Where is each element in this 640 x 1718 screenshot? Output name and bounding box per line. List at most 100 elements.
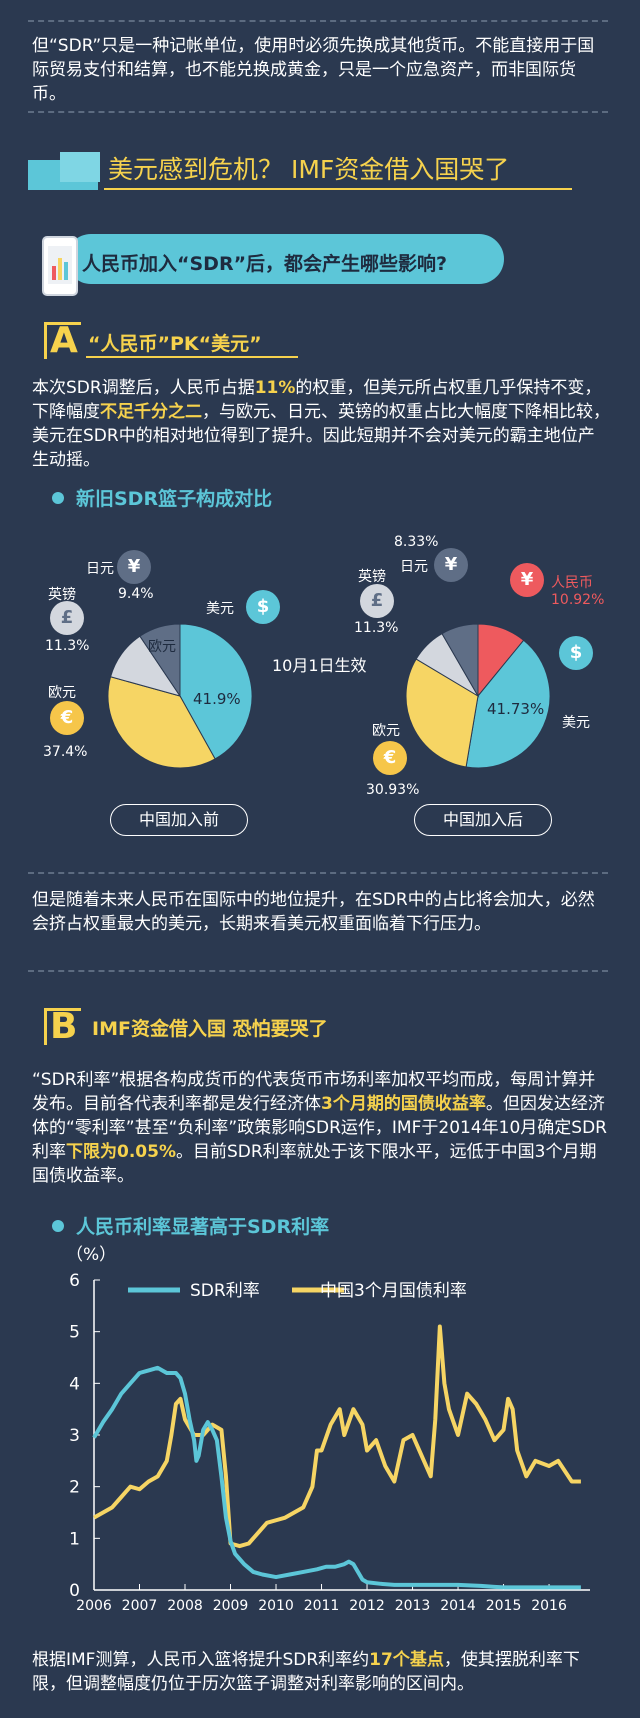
question-pill <box>66 234 504 284</box>
x-tick-label: 2007 <box>122 1598 158 1610</box>
part-a-paragraph-2: 但是随着未来人民币在国际中的地位提升，在SDR中的占比将会加大，必然会挤占权重最… <box>32 890 595 934</box>
value-jpy-after: 8.33% <box>394 534 439 550</box>
dollar-icon-after: $ <box>559 636 593 670</box>
label-jpy-before: 日元 <box>86 561 114 577</box>
pie-slice-4 <box>441 623 479 698</box>
x-tick-label: 2014 <box>440 1598 476 1610</box>
euro-icon-after: € <box>373 741 407 775</box>
value-eur-after: 30.93% <box>366 782 420 798</box>
phone-icon <box>42 236 78 296</box>
x-tick-label: 2006 <box>76 1598 112 1610</box>
part-b-paragraph: “SDR利率”根据各构成货币的代表货币市场利率加权平均而成，每周计算并发布。目前… <box>32 1068 610 1188</box>
part-a-paragraph: 本次SDR调整后，人民币占据11%的权重，但美元所占权重几乎保持不变，下降幅度不… <box>32 376 610 472</box>
section-title: 美元感到危机？ IMF资金借入国哭了 <box>108 155 510 184</box>
y-axis-unit: （%） <box>66 1245 116 1265</box>
part-b-text-5: ，使其摆脱利率下限，但调整幅度仍位于历次篮子调整对利率影响的区间内。 <box>32 1650 580 1694</box>
pound-icon: £ <box>50 601 84 635</box>
divider-a-2 <box>28 970 608 972</box>
x-tick-label: 2016 <box>531 1598 567 1610</box>
arrow-label: 10月1日生效 <box>272 656 367 675</box>
letter-a-box <box>44 322 81 359</box>
part-a-text-3: ，与欧元、日元、英镑的权重占比大幅度下降相比较，美元在SDR中的相对地位得到了提… <box>32 402 610 470</box>
pie-before-value-usd: 41.9% <box>193 690 241 708</box>
x-tick-label: 2010 <box>258 1598 294 1610</box>
pie-after <box>405 623 551 769</box>
value-gbp-before: 11.3% <box>45 638 90 654</box>
x-tick-label: 2012 <box>349 1598 385 1610</box>
x-tick-label: 2013 <box>395 1598 431 1610</box>
label-gbp-before: 英镑 <box>48 587 76 603</box>
divider-a-1 <box>28 872 608 874</box>
caption-after: 中国加入后 <box>414 804 552 836</box>
question-label: 人民币加入“SDR”后，都会产生哪些影响? <box>82 253 448 275</box>
chart-a-bullet <box>52 492 64 504</box>
letter-b-box <box>44 1008 81 1045</box>
x-tick-label: 2015 <box>486 1598 522 1610</box>
chart-a-title: 新旧SDR篮子构成对比 <box>76 488 273 510</box>
divider-intro <box>28 111 608 113</box>
label-gbp-after: 英镑 <box>358 569 386 585</box>
part-a-text-2: 的权重，但美元所占权重几乎保持不变，下降幅度 <box>32 378 602 422</box>
section-title-underline <box>104 188 572 190</box>
legend-label: 中国3个月国债利率 <box>320 1281 467 1301</box>
part-b-text-1: “SDR利率”根据各构成货币的代表货币市场利率加权平均而成，每周计算并发布。目前… <box>32 1070 596 1114</box>
x-tick-label: 2009 <box>213 1598 249 1610</box>
y-tick-label: 1 <box>69 1529 80 1549</box>
part-a-underline <box>86 356 298 358</box>
y-tick-label: 4 <box>69 1374 80 1394</box>
part-b-text-4: 根据IMF测算，人民币入篮将提升SDR利率约 <box>32 1650 370 1670</box>
part-b-highlight-1: 3个月期的国债收益率 <box>321 1094 486 1114</box>
x-tick-label: 2008 <box>167 1598 203 1610</box>
value-cny-after: 10.92% <box>551 592 605 608</box>
chart-b-title: 人民币利率显著高于SDR利率 <box>76 1216 330 1238</box>
label-usd-after: 美元 <box>562 715 590 731</box>
y-tick-label: 6 <box>69 1271 80 1291</box>
letter-a: A <box>50 320 78 361</box>
value-gbp-after-old: 11.3% <box>354 620 399 636</box>
series-line-sdr <box>92 1365 581 1590</box>
yen-icon-after: ¥ <box>434 548 468 582</box>
chart-b-bullet <box>52 1220 64 1232</box>
dollar-icon: $ <box>246 590 280 624</box>
y-tick-label: 2 <box>69 1478 80 1498</box>
line-chart: （%） 0 1 2 3 4 5 6 2006 2007 2008 2009 2010 2011 2012 2… <box>66 1245 590 1610</box>
pie-slice-2 <box>405 658 479 768</box>
part-b-highlight-2: 下限为0.05% <box>66 1142 176 1162</box>
cny-icon: ¥ <box>510 563 544 597</box>
label-eur-after: 欧元 <box>372 723 400 739</box>
pie-before-inner-eur-label: 欧元 <box>148 639 176 655</box>
part-a-text-1: 本次SDR调整后，人民币占据 <box>32 378 255 398</box>
pie-charts <box>107 623 551 769</box>
value-jpy-before: 9.4% <box>118 586 154 602</box>
pie-slice-1 <box>107 676 216 769</box>
y-tick-label: 3 <box>69 1426 80 1446</box>
label-usd-before: 美元 <box>206 601 234 617</box>
label-eur-before: 欧元 <box>48 685 76 701</box>
value-eur-before: 37.4% <box>43 744 88 760</box>
part-b-text-2: 。但因发达经济体的“零利率”甚至“负利率”政策影响SDR运作，IMF于2014年… <box>32 1094 607 1162</box>
legend-label: SDR利率 <box>190 1281 260 1301</box>
intro-paragraph: 但“SDR”只是一种记帐单位，使用时必须先换成其他货币。不能直接用于国际贸易支付… <box>32 36 595 104</box>
pie-after-value-usd: 41.73% <box>487 700 545 718</box>
pie-slice-0 <box>179 623 253 760</box>
pie-before <box>107 623 253 769</box>
y-tick-label: 5 <box>69 1323 80 1343</box>
series-line-cny <box>93 1324 581 1549</box>
part-b-text-3: 。目前SDR利率就处于该下限水平，远低于中国3个月期国债收益率。 <box>32 1142 597 1186</box>
pound-icon-after: £ <box>360 584 394 618</box>
section-ribbon-tab <box>60 152 100 182</box>
divider-top <box>28 20 608 22</box>
label-cny-after: 人民币 <box>551 575 593 591</box>
label-jpy-after: 日元 <box>400 559 428 575</box>
yen-icon: ¥ <box>117 550 151 584</box>
caption-before: 中国加入前 <box>110 804 248 836</box>
x-tick-label: 2011 <box>304 1598 340 1610</box>
pie-slice-1 <box>465 639 551 769</box>
part-b-title: IMF资金借入国 恐怕要哭了 <box>92 1018 328 1040</box>
euro-icon: € <box>50 701 84 735</box>
part-b-highlight-3: 17个基点 <box>369 1650 444 1670</box>
part-a-title: “人民币”PK“美元” <box>88 333 262 355</box>
letter-b: B <box>50 1006 78 1047</box>
part-a-highlight-2: 不足千分之二 <box>100 402 202 422</box>
part-b-paragraph-2: 根据IMF测算，人民币入篮将提升SDR利率约17个基点，使其摆脱利率下限，但调整… <box>32 1648 610 1696</box>
